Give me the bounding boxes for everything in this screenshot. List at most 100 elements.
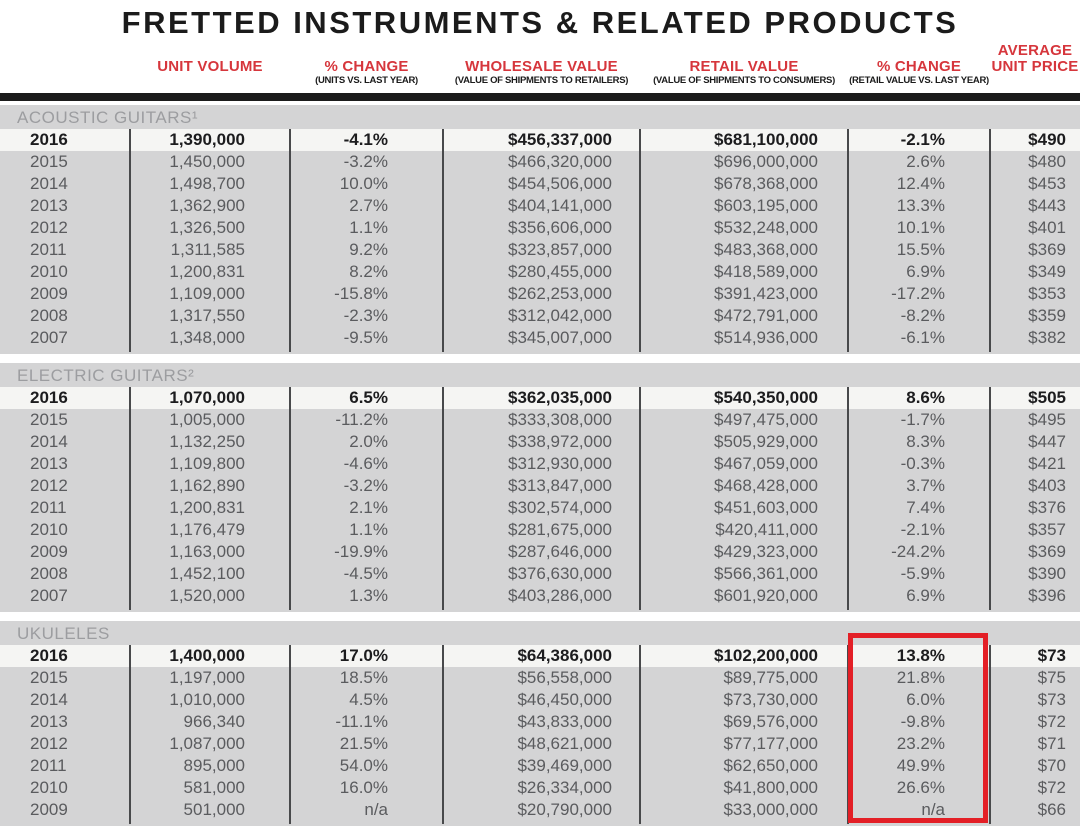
cell-pct-change-units: 1.1% xyxy=(349,520,388,539)
column-separator-line xyxy=(442,129,444,352)
cell-pct-change-units: -3.2% xyxy=(343,476,388,495)
cell-unit-volume: 895,000 xyxy=(183,756,245,775)
column-header-wholesale-value: WHOLESALE VALUE (VALUE OF SHIPMENTS TO R… xyxy=(443,39,640,91)
column-header-unit-volume: UNIT VOLUME xyxy=(130,39,290,91)
cell-wholesale-value: $20,790,000 xyxy=(517,800,612,819)
cell-avg-unit-price: $382 xyxy=(1028,328,1066,347)
table-row-acoustic-guitars-2010: 2010 1,200,831 8.2% $280,455,000 $418,589,00… xyxy=(0,261,1080,283)
table-row-electric-guitars-2013: 2013 1,109,800 -4.6% $312,930,000 $467,059,0… xyxy=(0,453,1080,475)
table-row-electric-guitars-2008: 2008 1,452,100 -4.5% $376,630,000 $566,361,0… xyxy=(0,563,1080,585)
column-label: WHOLESALE VALUE xyxy=(465,58,618,75)
cell-pct-change-retail: 8.6% xyxy=(906,388,945,407)
cell-avg-unit-price: $71 xyxy=(1037,734,1066,753)
column-header-pct-change-units: % CHANGE (UNITS VS. LAST YEAR) xyxy=(290,39,443,91)
cell-retail-value: $451,603,000 xyxy=(714,498,818,517)
cell-wholesale-value: $26,334,000 xyxy=(517,778,612,797)
column-header-pct-change-retail: % CHANGE (RETAIL VALUE VS. LAST YEAR) xyxy=(848,39,990,91)
cell-retail-value: $678,368,000 xyxy=(714,174,818,193)
cell-wholesale-value: $262,253,000 xyxy=(508,284,612,303)
cell-pct-change-units: 1.1% xyxy=(349,218,388,237)
cell-pct-change-retail: 3.7% xyxy=(906,476,945,495)
cell-retail-value: $603,195,000 xyxy=(714,196,818,215)
section-acoustic-guitars: ACOUSTIC GUITARS¹ 2016 1,390,000 -4.1% $456,… xyxy=(0,105,1080,354)
cell-avg-unit-price: $403 xyxy=(1028,476,1066,495)
table-row-electric-guitars-2011: 2011 1,200,831 2.1% $302,574,000 $451,603,00… xyxy=(0,497,1080,519)
cell-pct-change-retail: -24.2% xyxy=(891,542,945,561)
cell-pct-change-retail: -2.1% xyxy=(900,520,945,539)
cell-year: 2013 xyxy=(30,454,68,473)
table-row-electric-guitars-2015: 2015 1,005,000 -11.2% $333,308,000 $497,475,… xyxy=(0,409,1080,431)
cell-retail-value: $497,475,000 xyxy=(714,410,818,429)
column-sublabel: (UNITS VS. LAST YEAR) xyxy=(315,75,418,86)
cell-unit-volume: 1,070,000 xyxy=(169,388,245,407)
table-row-ukuleles-2016: 2016 1,400,000 17.0% $64,386,000 $102,200,00… xyxy=(0,645,1080,667)
table-row-electric-guitars-2009: 2009 1,163,000 -19.9% $287,646,000 $429,323,… xyxy=(0,541,1080,563)
table-row-acoustic-guitars-2015: 2015 1,450,000 -3.2% $466,320,000 $696,000,0… xyxy=(0,151,1080,173)
cell-unit-volume: 1,005,000 xyxy=(169,410,245,429)
cell-wholesale-value: $43,833,000 xyxy=(517,712,612,731)
column-sublabel: (RETAIL VALUE VS. LAST YEAR) xyxy=(849,75,989,86)
cell-unit-volume: 1,452,100 xyxy=(169,564,245,583)
cell-retail-value: $420,411,000 xyxy=(715,520,818,539)
column-separator-line xyxy=(289,645,291,824)
section-ukuleles: UKULELES 2016 1,400,000 17.0% $64,386,000 $10… xyxy=(0,621,1080,826)
table-row-ukuleles-2012: 2012 1,087,000 21.5% $48,621,000 $77,177,000… xyxy=(0,733,1080,755)
cell-wholesale-value: $46,450,000 xyxy=(517,690,612,709)
cell-wholesale-value: $64,386,000 xyxy=(517,646,612,665)
cell-retail-value: $77,177,000 xyxy=(723,734,818,753)
cell-pct-change-retail: -9.8% xyxy=(900,712,945,731)
column-separator-line xyxy=(847,645,849,824)
cell-year: 2011 xyxy=(30,240,67,259)
cell-wholesale-value: $312,930,000 xyxy=(508,454,612,473)
cell-pct-change-retail: -6.1% xyxy=(900,328,945,347)
cell-wholesale-value: $39,469,000 xyxy=(517,756,612,775)
cell-wholesale-value: $281,675,000 xyxy=(508,520,612,539)
cell-pct-change-retail: 13.8% xyxy=(896,646,945,665)
cell-wholesale-value: $376,630,000 xyxy=(508,564,612,583)
cell-year: 2012 xyxy=(30,476,68,495)
cell-avg-unit-price: $443 xyxy=(1028,196,1066,215)
cell-pct-change-units: 16.0% xyxy=(339,778,388,797)
cell-unit-volume: 1,010,000 xyxy=(169,690,245,709)
cell-retail-value: $601,920,000 xyxy=(714,586,818,605)
table-row-electric-guitars-2010: 2010 1,176,479 1.1% $281,675,000 $420,411,00… xyxy=(0,519,1080,541)
cell-pct-change-units: 2.1% xyxy=(349,498,388,517)
cell-unit-volume: 1,520,000 xyxy=(169,586,245,605)
cell-wholesale-value: $48,621,000 xyxy=(517,734,612,753)
cell-avg-unit-price: $495 xyxy=(1028,410,1066,429)
cell-retail-value: $467,059,000 xyxy=(714,454,818,473)
column-separator-line xyxy=(442,645,444,824)
cell-retail-value: $73,730,000 xyxy=(723,690,818,709)
table-row-ukuleles-2014: 2014 1,010,000 4.5% $46,450,000 $73,730,000 6… xyxy=(0,689,1080,711)
cell-unit-volume: 1,087,000 xyxy=(169,734,245,753)
cell-year: 2015 xyxy=(30,152,68,171)
cell-year: 2014 xyxy=(30,690,68,709)
table-row-acoustic-guitars-2012: 2012 1,326,500 1.1% $356,606,000 $532,248,00… xyxy=(0,217,1080,239)
table-row-ukuleles-2010: 2010 581,000 16.0% $26,334,000 $41,800,000 26… xyxy=(0,777,1080,799)
cell-wholesale-value: $466,320,000 xyxy=(508,152,612,171)
cell-retail-value: $472,791,000 xyxy=(714,306,818,325)
cell-retail-value: $62,650,000 xyxy=(723,756,818,775)
column-separator-line xyxy=(639,387,641,610)
cell-unit-volume: 1,162,890 xyxy=(169,476,245,495)
cell-pct-change-retail: 26.6% xyxy=(896,778,945,797)
cell-avg-unit-price: $353 xyxy=(1028,284,1066,303)
table-row-acoustic-guitars-2014: 2014 1,498,700 10.0% $454,506,000 $678,368,0… xyxy=(0,173,1080,195)
column-separator-line xyxy=(989,387,991,610)
cell-pct-change-retail: -17.2% xyxy=(891,284,945,303)
cell-pct-change-units: -11.1% xyxy=(335,712,388,731)
cell-pct-change-retail: -8.2% xyxy=(900,306,945,325)
column-separator-line xyxy=(289,129,291,352)
cell-avg-unit-price: $349 xyxy=(1028,262,1066,281)
cell-avg-unit-price: $505 xyxy=(1028,388,1066,407)
column-separator-line xyxy=(129,645,131,824)
table-row-ukuleles-2009: 2009 501,000 n/a $20,790,000 $33,000,000 n/a $… xyxy=(0,799,1080,821)
cell-retail-value: $505,929,000 xyxy=(714,432,818,451)
column-separator-line xyxy=(129,129,131,352)
cell-unit-volume: 1,400,000 xyxy=(169,646,245,665)
cell-unit-volume: 1,176,479 xyxy=(169,520,245,539)
cell-year: 2010 xyxy=(30,520,68,539)
cell-unit-volume: 1,390,000 xyxy=(169,130,245,149)
cell-retail-value: $468,428,000 xyxy=(714,476,818,495)
